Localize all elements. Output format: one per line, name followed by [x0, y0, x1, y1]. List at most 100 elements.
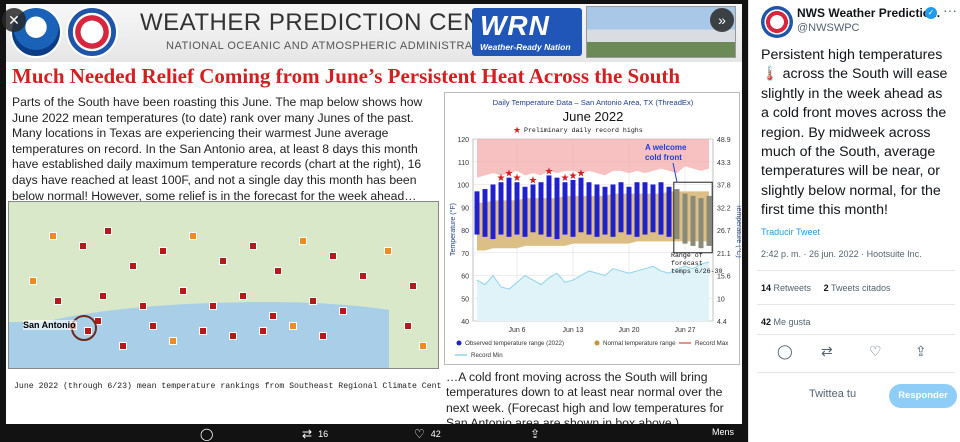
more-options-icon[interactable]: ···: [943, 2, 957, 18]
divider: [757, 334, 955, 335]
rank-marker: [79, 242, 87, 250]
ytick-c-label: 26.7: [717, 228, 731, 235]
tweet-date[interactable]: 26 jun. 2022: [809, 249, 859, 259]
observed-bar: [642, 182, 648, 235]
annotation-welcome-1: A welcome: [645, 143, 687, 152]
observed-bar: [538, 182, 544, 235]
retweet-icon[interactable]: ⇄: [821, 343, 833, 359]
tweet-text: Persistent high temperatures 🌡️ across t…: [761, 47, 948, 219]
tweet-time[interactable]: 2:42 p. m.: [761, 249, 802, 259]
nws-logo: [66, 6, 118, 58]
rank-marker: [99, 292, 107, 300]
viewer-like-button[interactable]: ♡ 42: [414, 427, 441, 441]
rank-marker: [419, 342, 427, 350]
account-handle[interactable]: @NWSWPC: [797, 22, 860, 34]
reply-composer: Twittea tu Responder: [761, 384, 957, 410]
tweet-stats: 14 Retweets 2 Tweets citados: [761, 283, 890, 293]
xtick-label: Jun 27: [674, 327, 695, 334]
record-star: ★: [569, 171, 578, 182]
rank-marker: [149, 322, 157, 330]
record-star: ★: [497, 173, 506, 184]
viewer-reply-button[interactable]: ◯: [200, 427, 213, 441]
rank-marker: [269, 312, 277, 320]
rank-marker: [409, 282, 417, 290]
observed-bar: [586, 182, 592, 235]
observed-bar: [610, 184, 616, 237]
rank-marker: [274, 267, 282, 275]
reply-button[interactable]: Responder: [889, 384, 957, 408]
record-min-area: [477, 261, 709, 321]
chart-subtitle: June 2022: [563, 109, 624, 124]
rank-marker: [259, 327, 267, 335]
viewer-retweet-button[interactable]: ⇄ 16: [302, 427, 328, 441]
observed-bar: [546, 175, 552, 237]
annotation-forecast-3: temps 6/26-30: [671, 268, 722, 275]
collapse-sidebar-button[interactable]: »: [710, 8, 734, 32]
intro-paragraph: Parts of the South have been roasting th…: [12, 95, 423, 203]
ytick-c-label: 32.2: [717, 205, 731, 212]
close-viewer-button[interactable]: ✕: [2, 8, 26, 32]
ytick-f-label: 80: [461, 228, 469, 235]
observed-bar: [658, 182, 664, 235]
rank-marker: [319, 332, 327, 340]
observed-bar: [666, 186, 672, 237]
legend-observed-swatch: [456, 340, 462, 346]
divider: [757, 270, 955, 271]
reply-input[interactable]: Twittea tu: [809, 388, 857, 400]
ytick-f-label: 60: [461, 274, 469, 281]
record-min-line: [476, 261, 710, 290]
ytick-c-label: 43.3: [717, 160, 731, 167]
rank-marker: [104, 227, 112, 235]
ytick-f-label: 120: [457, 137, 469, 144]
reply-icon[interactable]: ◯: [777, 343, 793, 359]
xtick-label: Jun 6: [508, 327, 525, 334]
heart-icon[interactable]: ♡: [869, 343, 882, 359]
avatar[interactable]: [761, 6, 793, 38]
likes-stat[interactable]: 42 Me gusta: [761, 317, 811, 327]
record-star: ★: [561, 173, 570, 184]
tweet-source: Hootsuite Inc.: [866, 249, 922, 259]
observed-bar: [634, 182, 640, 237]
observed-bar: [594, 184, 600, 237]
forecast-box: [673, 181, 713, 254]
viewer-like-count: 42: [430, 429, 441, 439]
record-star: ★: [545, 166, 554, 177]
legend-normal: Normal temperature range: [603, 340, 676, 347]
record-star: ★: [513, 173, 522, 184]
observed-bar: [514, 182, 520, 235]
cold-front-paragraph: …A cold front moving across the South wi…: [446, 370, 724, 424]
translate-link[interactable]: Traducir Tweet: [761, 227, 821, 237]
ytick-c-label: 48.9: [717, 137, 731, 144]
legend-observed: Observed temperature range (2022): [465, 340, 564, 347]
rank-marker: [384, 247, 392, 255]
viewer-share-button[interactable]: ⇪: [530, 427, 540, 441]
forecast-bar: [690, 195, 696, 246]
observed-bar: [626, 186, 632, 235]
observed-bar: [482, 189, 488, 237]
record-star: ★: [577, 169, 586, 180]
observed-bar: [554, 177, 560, 240]
quotes-stat[interactable]: 2 Tweets citados: [823, 283, 891, 293]
observed-bar: [506, 177, 512, 237]
retweet-icon: ⇄: [302, 427, 313, 441]
rank-marker: [139, 302, 147, 310]
tweet-image[interactable]: WEATHER PREDICTION CENTER NATIONAL OCEAN…: [6, 4, 742, 424]
legend-recmin: Record Min: [471, 352, 503, 359]
account-name[interactable]: NWS Weather Predictio...: [797, 6, 941, 20]
record-star: ★: [529, 176, 538, 187]
observed-bar: [530, 184, 536, 233]
rank-marker: [209, 302, 217, 310]
viewer-action-bar: ◯ ⇄ 16 ♡ 42 ⇪ Mens: [0, 424, 748, 442]
slide-headline: Much Needed Relief Coming from June’s Pe…: [12, 64, 681, 88]
ytick-c-label: 37.8: [717, 183, 731, 190]
record-legend-label: Preliminary daily record highs: [524, 127, 643, 134]
wpc-subtitle: NATIONAL OCEANIC AND ATMOSPHERIC ADMINIS…: [166, 40, 501, 52]
wrn-letters: WRN: [480, 10, 550, 41]
share-icon: ⇪: [530, 427, 541, 441]
retweets-stat[interactable]: 14 Retweets: [761, 283, 812, 293]
share-icon[interactable]: ⇪: [915, 343, 927, 359]
ytick-c-label: 4.4: [717, 319, 727, 326]
ytick-f-label: 100: [457, 183, 469, 190]
ytick-f-label: 70: [461, 251, 469, 258]
wrn-logo: WRN Weather-Ready Nation: [472, 8, 582, 56]
